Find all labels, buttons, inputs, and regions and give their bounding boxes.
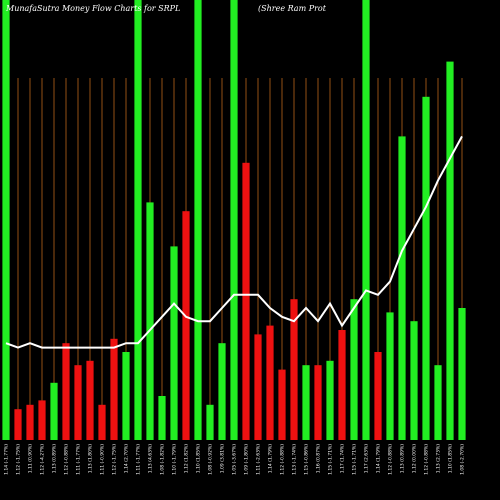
bar-13: [158, 396, 166, 440]
bar-22: [266, 325, 274, 440]
tick-label: 1.13 (4.63%): [148, 444, 154, 474]
bar-36: [434, 365, 442, 440]
tick-label: 1.13 (0.89%): [400, 444, 406, 474]
bar-26: [314, 365, 322, 440]
tick-label: 1.17 (1.74%): [340, 444, 346, 474]
bar-8: [98, 404, 106, 440]
tick-label: 1.05 (-3.67%): [232, 444, 238, 475]
chart-title: MunafaSutra Money Flow Charts for SRPL: [5, 4, 180, 13]
bar-25: [302, 365, 310, 440]
tick-label: 1.15 (-1.71%): [352, 444, 358, 475]
bar-2: [26, 404, 34, 440]
tick-label: 1.10 (-1.79%): [172, 444, 178, 475]
tick-label: 1.12 (-0.88%): [388, 444, 394, 475]
tick-labels: 1.14 (-1.77%) 1.12 (-1.75%) 1.11 (0.90%) 1.…: [4, 444, 466, 475]
bar-21: [254, 334, 262, 440]
tick-label: 1.12 (-0.88%): [280, 444, 286, 475]
tick-label: 1.15 (-1.71%): [328, 444, 334, 475]
money-flow-line: [5, 135, 463, 349]
bar-29: [350, 299, 358, 440]
tick-label: 1.12 (1.82%): [184, 444, 190, 474]
bar-32: [386, 312, 394, 440]
tick-label: 1.14 (1.79%): [268, 444, 274, 474]
bar-17: [206, 404, 214, 440]
tick-label: 1.13 (2.73%): [436, 444, 442, 474]
bar-30: [362, 0, 370, 440]
bar-33: [398, 136, 406, 440]
bar-35: [422, 96, 430, 441]
bar-9: [110, 338, 118, 440]
tick-label: 1.11 (0.90%): [28, 444, 34, 474]
tick-label: 1.12 (-0.88%): [424, 444, 430, 475]
bar-5: [62, 343, 70, 440]
tick-label: 1.09 (3.81%): [220, 444, 226, 474]
bar-12: [146, 202, 154, 440]
tick-label: 1.13 (-1.74%): [292, 444, 298, 475]
bar-38: [458, 308, 466, 440]
bar-6: [74, 365, 82, 440]
tick-label: 1.10 (1.85%): [448, 444, 454, 474]
tick-label: 1.14 (-1.77%): [4, 444, 10, 475]
tick-label: 1.11 (-1.77%): [76, 444, 82, 475]
bar-23: [278, 369, 286, 440]
bars-group: [2, 0, 466, 441]
bar-20: [242, 162, 250, 441]
bar-7: [86, 360, 94, 440]
tick-label: 1.12 (-1.75%): [16, 444, 22, 475]
bar-4: [50, 382, 58, 440]
bar-27: [326, 360, 334, 440]
tick-label: 1.16 (0.87%): [316, 444, 322, 474]
bar-24: [290, 299, 298, 440]
bar-18: [218, 343, 226, 440]
bar-19: [230, 0, 238, 440]
tick-label: 1.12 (-0.88%): [64, 444, 70, 475]
tick-label: 1.11 (-1.77%): [136, 444, 142, 475]
tick-label: 1.11 (-2.63%): [256, 444, 262, 475]
bar-3: [38, 400, 46, 440]
bar-34: [410, 321, 418, 440]
tick-label: 1.09 (-1.80%): [244, 444, 250, 475]
bar-1: [14, 409, 22, 440]
tick-label: 1.14 (2.70%): [124, 444, 130, 474]
bar-0: [2, 0, 10, 440]
tick-label: 1.13 (1.80%): [88, 444, 94, 474]
bar-15: [182, 211, 190, 440]
tick-label: 1.15 (-0.86%): [304, 444, 310, 475]
tick-label: 1.08 (-1.82%): [160, 444, 166, 475]
tick-label: 1.14 (1.79%): [376, 444, 382, 474]
tick-label: 1.12 (-1.75%): [112, 444, 118, 475]
bar-16: [194, 0, 202, 440]
tick-label: 1.11 (-0.90%): [100, 444, 106, 475]
bar-14: [170, 246, 178, 440]
bar-28: [338, 330, 346, 440]
bar-11: [134, 0, 142, 440]
tick-label: 1.08 (-0.92%): [208, 444, 214, 475]
tick-label: 1.08 (-2.70%): [460, 444, 466, 475]
bar-10: [122, 352, 130, 440]
tick-label: 1.12 (-4.27%): [40, 444, 46, 475]
bar-37: [446, 61, 454, 440]
tick-label: 1.10 (1.85%): [196, 444, 202, 474]
tick-label: 1.12 (0.00%): [412, 444, 418, 474]
tick-label: 1.17 (2.63%): [364, 444, 370, 474]
chart-subtitle: (Shree Ram Prot: [258, 4, 327, 13]
bar-31: [374, 352, 382, 440]
tick-label: 1.13 (0.89%): [52, 444, 58, 474]
